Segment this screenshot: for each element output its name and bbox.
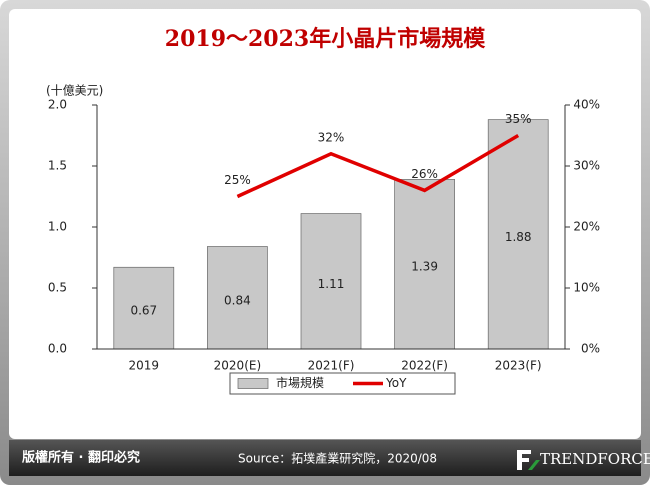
x-tick-label: 2021(F) xyxy=(308,359,355,373)
y2-tick-label: 30% xyxy=(573,159,600,173)
legend-box xyxy=(229,372,456,395)
legend-swatch xyxy=(237,378,269,389)
chart-title: 2019～2023年小晶片市場規模 xyxy=(165,26,486,52)
y2-tick-label: 20% xyxy=(573,220,600,234)
y2-tick-label: 10% xyxy=(573,281,600,295)
line-value-label: 32% xyxy=(318,130,345,144)
x-tick-label: 2022(F) xyxy=(401,359,448,373)
y2-tick-label: 40% xyxy=(573,98,600,112)
footer-bar xyxy=(9,440,641,476)
bar xyxy=(487,119,549,350)
logo-icon xyxy=(517,450,531,470)
x-tick-label: 2019 xyxy=(129,359,160,373)
line xyxy=(236,133,520,199)
y-tick-label: 1.0 xyxy=(48,220,67,234)
legend-label: YoY xyxy=(385,376,407,390)
x-tick-label: 2020(E) xyxy=(214,359,261,373)
bar xyxy=(394,179,455,350)
bar-value-label: 1.39 xyxy=(411,260,438,274)
line-value-label: 26% xyxy=(411,167,438,181)
axes xyxy=(96,105,566,350)
y-tick-label: 2.0 xyxy=(48,98,67,112)
y-axis-label: (十億美元) xyxy=(46,84,103,98)
bar xyxy=(113,266,175,350)
logo: TRENDFORCE xyxy=(540,450,650,468)
bar xyxy=(300,213,362,350)
line-value-label: 25% xyxy=(224,173,251,187)
y-tick-label: 1.5 xyxy=(48,159,67,173)
bar xyxy=(207,246,268,350)
x-tick-label: 2023(F) xyxy=(495,359,542,373)
bar-value-label: 0.67 xyxy=(130,304,157,318)
line-value-label: 35% xyxy=(505,112,532,126)
logo-icon-accent xyxy=(528,460,540,470)
y-tick-label: 0.0 xyxy=(48,342,67,356)
bar-value-label: 0.84 xyxy=(224,293,251,307)
source: Source：拓墣產業研究院，2020/08 xyxy=(238,451,437,466)
legend-label: 市場規模 xyxy=(276,375,324,390)
bar-value-label: 1.11 xyxy=(318,277,345,291)
copyright: 版權所有 · 翻印必究 xyxy=(22,450,140,466)
y2-tick-label: 0% xyxy=(581,342,600,356)
y-tick-label: 0.5 xyxy=(48,281,67,295)
bar-value-label: 1.88 xyxy=(505,230,532,244)
